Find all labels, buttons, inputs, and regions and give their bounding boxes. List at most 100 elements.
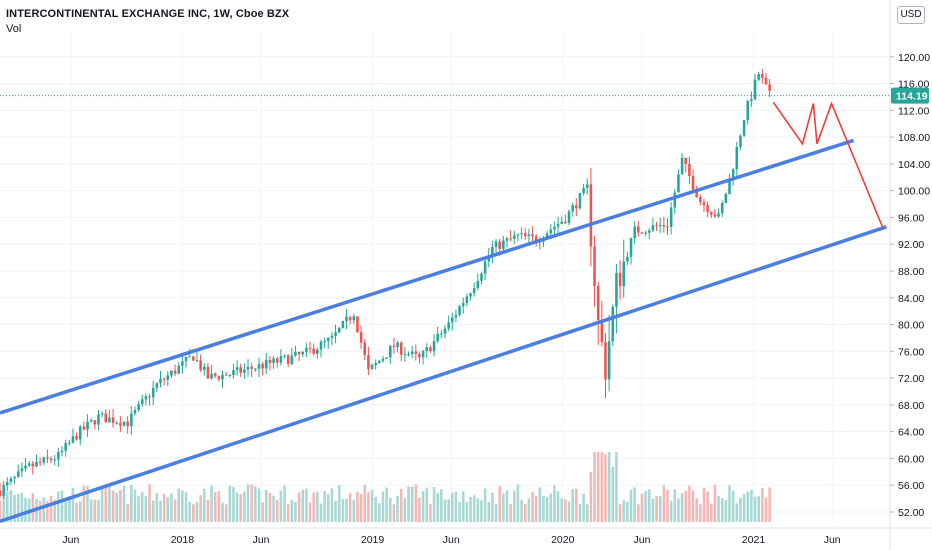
volume-bar	[108, 486, 111, 522]
candle-body	[531, 234, 534, 237]
price-tick-label: 56.00	[898, 480, 924, 492]
candle-body	[600, 320, 604, 343]
price-tick-label: 96.00	[898, 212, 924, 224]
volume-bar	[359, 494, 363, 522]
volume-bar	[680, 493, 684, 522]
volume-bar	[184, 492, 188, 522]
time-axis[interactable]: Jun 2018 Jun 2019 Jun 2020 Jun 2021 Jun	[0, 527, 932, 546]
candle-body	[337, 327, 341, 333]
volume-bar	[626, 501, 629, 522]
volume-bar	[728, 485, 731, 522]
candle-body	[173, 370, 177, 374]
candle-body	[735, 146, 739, 170]
volume-bar	[38, 500, 42, 522]
candle-body	[20, 468, 24, 472]
volume-bar	[750, 489, 753, 522]
volume-bar	[637, 504, 640, 522]
candle-body	[611, 306, 615, 342]
volume-bar	[476, 498, 480, 522]
candle-body	[286, 355, 290, 364]
candle-body	[221, 374, 224, 380]
volume-bar	[235, 492, 239, 522]
volume-bar	[571, 489, 574, 522]
volume-bar	[509, 503, 512, 522]
volume-bar	[534, 495, 538, 522]
volume-bar	[297, 492, 301, 522]
candle-body	[177, 365, 181, 374]
channel-upper-line[interactable]	[0, 138, 855, 415]
volume-bar	[600, 452, 604, 522]
price-axis[interactable]: 52.00 56.00 60.00 64.00 68.00 72.00 76.00 80.00…	[889, 0, 930, 550]
candle-body	[31, 463, 35, 467]
volume-bar	[283, 485, 286, 522]
candle-body	[709, 212, 713, 215]
time-tick-label: 2020	[551, 534, 575, 546]
volume-bar	[757, 496, 760, 522]
volume-bar	[2, 489, 5, 522]
candle-body	[651, 225, 655, 231]
channel-lower-line[interactable]	[0, 225, 887, 523]
price-tick-label: 120.00	[898, 52, 930, 64]
candle-body	[35, 461, 38, 467]
candle-body	[268, 359, 272, 363]
candle-body	[724, 194, 728, 204]
candle-body	[662, 225, 666, 227]
volume-bar	[622, 500, 626, 522]
candle-body	[279, 356, 283, 363]
candle-body	[469, 293, 472, 297]
candle-body	[155, 383, 159, 389]
candle-body	[761, 74, 764, 78]
volume-bar	[607, 452, 611, 522]
candle-body	[275, 358, 279, 363]
price-tick-label: 52.00	[898, 507, 924, 519]
volume-bar	[294, 502, 297, 522]
candle-body	[472, 288, 476, 294]
volume-bar	[735, 503, 739, 522]
candle-body	[42, 457, 46, 463]
candle-body	[567, 211, 571, 224]
volume-bar	[170, 493, 173, 522]
volume-bar	[232, 487, 235, 522]
candle-body	[560, 221, 563, 224]
candle-body	[115, 422, 118, 424]
volume-bar	[396, 495, 399, 522]
candle-body	[381, 358, 385, 361]
volume-bar	[254, 486, 257, 522]
projection-path[interactable]	[772, 101, 884, 228]
candle-body	[334, 332, 337, 336]
candle-body	[684, 157, 688, 164]
candle-body	[440, 333, 443, 335]
volume-bar	[553, 485, 556, 522]
candle-body	[677, 174, 680, 193]
volume-bar	[381, 491, 385, 522]
volume-bar	[407, 486, 410, 522]
candle-body	[509, 238, 512, 240]
candle-body	[607, 341, 611, 380]
volume-bar	[0, 500, 2, 522]
volume-bar	[334, 500, 337, 522]
currency-button[interactable]: USD	[897, 6, 925, 24]
candle-body	[480, 273, 483, 281]
candle-body	[553, 226, 556, 230]
volume-bar	[151, 500, 155, 522]
volume-bar	[753, 496, 757, 522]
candle-body	[739, 135, 742, 147]
candle-body	[717, 213, 720, 217]
volume-bar	[746, 491, 750, 522]
volume-bar	[100, 486, 104, 522]
time-tick-label: 2018	[171, 534, 195, 546]
volume-bar	[327, 494, 330, 522]
volume-bar	[655, 496, 658, 522]
volume-bar	[487, 502, 491, 522]
volume-bar	[199, 495, 202, 522]
volume-bar	[279, 490, 283, 522]
volume-bar	[688, 485, 691, 522]
volume-bar	[257, 488, 261, 522]
volume-bars	[0, 452, 771, 522]
candle-body	[491, 246, 494, 256]
candle-body	[742, 120, 746, 136]
volume-bar	[239, 494, 243, 522]
candles	[0, 68, 771, 499]
volume-bar	[162, 493, 166, 522]
